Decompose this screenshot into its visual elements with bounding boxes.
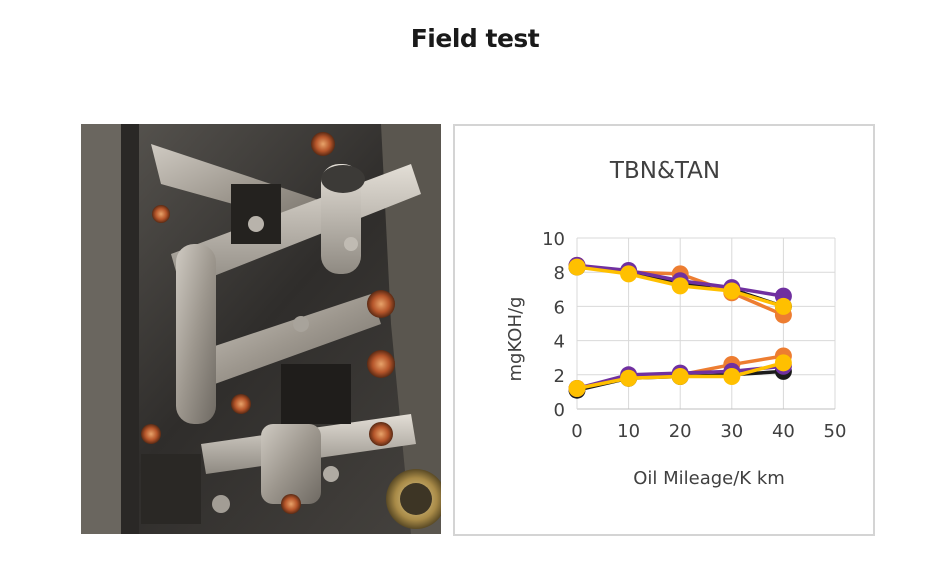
y-tick-label: 6: [554, 297, 565, 318]
engine-photo: [81, 124, 441, 534]
x-tick-label: 30: [720, 421, 743, 442]
chart-gridlines: [577, 237, 836, 409]
y-axis-label: mgKOH/g: [505, 297, 526, 382]
x-tick-label: 50: [824, 421, 847, 442]
page-heading: Field test: [410, 24, 540, 53]
chart-tick-labels: 0 2 4 6 8 10 0 10 20 30 40 50: [542, 229, 846, 442]
y-tick-label: 2: [554, 366, 565, 387]
chart-series: [568, 256, 792, 399]
y-tick-label: 4: [554, 332, 565, 353]
y-tick-label: 8: [554, 263, 565, 284]
data-point: [620, 265, 638, 283]
data-point: [671, 368, 689, 386]
engine-photo-image: [81, 124, 441, 534]
line-chart: TBN&TAN 0 2 4 6 8 10 0 10 20 30 40 50 Oil Mileage/K…: [505, 158, 846, 489]
x-axis-label: Oil Mileage/K km: [633, 468, 785, 489]
x-tick-label: 0: [571, 421, 582, 442]
x-tick-label: 40: [772, 421, 795, 442]
chart-axes: [576, 238, 835, 410]
series-tbn-3: [568, 258, 792, 315]
y-tick-label: 0: [554, 400, 565, 421]
data-point: [723, 368, 741, 386]
data-point: [620, 369, 638, 387]
x-tick-label: 10: [617, 421, 640, 442]
data-point: [671, 277, 689, 295]
chart-panel: TBN&TAN 0 2 4 6 8 10 0 10 20 30 40 50 Oil Mileage/K…: [453, 124, 875, 536]
data-point: [568, 258, 586, 276]
chart-title: TBN&TAN: [609, 158, 720, 184]
y-tick-label: 10: [542, 229, 565, 250]
data-point: [723, 282, 741, 300]
data-point: [774, 354, 792, 372]
series-tan-7: [568, 354, 792, 397]
data-point: [774, 297, 792, 315]
x-tick-label: 20: [669, 421, 692, 442]
data-point: [568, 379, 586, 397]
